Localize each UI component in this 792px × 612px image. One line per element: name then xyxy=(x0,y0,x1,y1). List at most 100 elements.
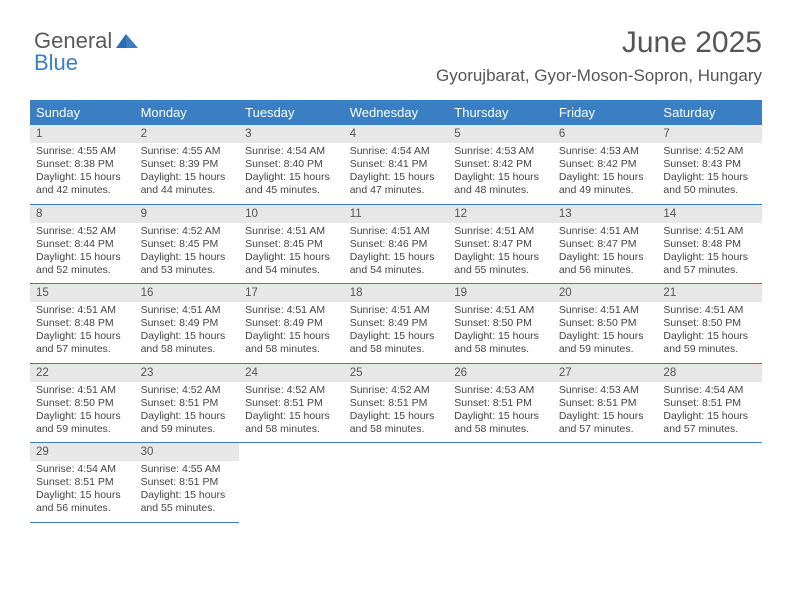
daylight-text: Daylight: 15 hours and 56 minutes. xyxy=(36,489,129,515)
daylight-text: Daylight: 15 hours and 58 minutes. xyxy=(350,330,443,356)
daylight-text: Daylight: 15 hours and 50 minutes. xyxy=(663,171,756,197)
day-number: 8 xyxy=(30,205,135,223)
sunrise-text: Sunrise: 4:51 AM xyxy=(245,225,338,238)
dayhead-friday: Friday xyxy=(553,101,658,125)
sunset-text: Sunset: 8:51 PM xyxy=(559,397,652,410)
day-number: 24 xyxy=(239,364,344,382)
calendar-day: 29Sunrise: 4:54 AMSunset: 8:51 PMDayligh… xyxy=(30,443,135,523)
calendar-day: 28Sunrise: 4:54 AMSunset: 8:51 PMDayligh… xyxy=(657,364,762,444)
calendar-day: 1Sunrise: 4:55 AMSunset: 8:38 PMDaylight… xyxy=(30,125,135,205)
day-number: 18 xyxy=(344,284,449,302)
calendar-day xyxy=(344,443,449,523)
sunset-text: Sunset: 8:41 PM xyxy=(350,158,443,171)
calendar-day: 23Sunrise: 4:52 AMSunset: 8:51 PMDayligh… xyxy=(135,364,240,444)
calendar-day: 6Sunrise: 4:53 AMSunset: 8:42 PMDaylight… xyxy=(553,125,658,205)
sunrise-text: Sunrise: 4:52 AM xyxy=(36,225,129,238)
calendar-day: 4Sunrise: 4:54 AMSunset: 8:41 PMDaylight… xyxy=(344,125,449,205)
day-details: Sunrise: 4:51 AMSunset: 8:49 PMDaylight:… xyxy=(135,302,240,363)
day-details: Sunrise: 4:51 AMSunset: 8:48 PMDaylight:… xyxy=(657,223,762,284)
calendar-day: 7Sunrise: 4:52 AMSunset: 8:43 PMDaylight… xyxy=(657,125,762,205)
sunrise-text: Sunrise: 4:51 AM xyxy=(36,304,129,317)
daylight-text: Daylight: 15 hours and 53 minutes. xyxy=(141,251,234,277)
day-details: Sunrise: 4:54 AMSunset: 8:40 PMDaylight:… xyxy=(239,143,344,204)
sunrise-text: Sunrise: 4:53 AM xyxy=(559,384,652,397)
sunset-text: Sunset: 8:50 PM xyxy=(454,317,547,330)
sunrise-text: Sunrise: 4:52 AM xyxy=(245,384,338,397)
calendar-day: 15Sunrise: 4:51 AMSunset: 8:48 PMDayligh… xyxy=(30,284,135,364)
sunset-text: Sunset: 8:51 PM xyxy=(350,397,443,410)
dayhead-sunday: Sunday xyxy=(30,101,135,125)
sunset-text: Sunset: 8:49 PM xyxy=(245,317,338,330)
sunrise-text: Sunrise: 4:52 AM xyxy=(663,145,756,158)
sunrise-text: Sunrise: 4:51 AM xyxy=(454,225,547,238)
calendar-day: 25Sunrise: 4:52 AMSunset: 8:51 PMDayligh… xyxy=(344,364,449,444)
logo-text-2: Blue xyxy=(34,50,78,75)
day-details: Sunrise: 4:53 AMSunset: 8:51 PMDaylight:… xyxy=(448,382,553,443)
calendar-day: 5Sunrise: 4:53 AMSunset: 8:42 PMDaylight… xyxy=(448,125,553,205)
sunrise-text: Sunrise: 4:54 AM xyxy=(350,145,443,158)
dayhead-monday: Monday xyxy=(135,101,240,125)
day-details: Sunrise: 4:54 AMSunset: 8:41 PMDaylight:… xyxy=(344,143,449,204)
day-details: Sunrise: 4:51 AMSunset: 8:45 PMDaylight:… xyxy=(239,223,344,284)
sunset-text: Sunset: 8:42 PM xyxy=(559,158,652,171)
day-number: 27 xyxy=(553,364,658,382)
calendar-day: 19Sunrise: 4:51 AMSunset: 8:50 PMDayligh… xyxy=(448,284,553,364)
sunrise-text: Sunrise: 4:55 AM xyxy=(36,145,129,158)
sunset-text: Sunset: 8:44 PM xyxy=(36,238,129,251)
sunset-text: Sunset: 8:49 PM xyxy=(350,317,443,330)
daylight-text: Daylight: 15 hours and 45 minutes. xyxy=(245,171,338,197)
sunset-text: Sunset: 8:42 PM xyxy=(454,158,547,171)
sunset-text: Sunset: 8:39 PM xyxy=(141,158,234,171)
day-details: Sunrise: 4:51 AMSunset: 8:50 PMDaylight:… xyxy=(657,302,762,363)
sunrise-text: Sunrise: 4:51 AM xyxy=(559,225,652,238)
day-details: Sunrise: 4:53 AMSunset: 8:42 PMDaylight:… xyxy=(553,143,658,204)
dayhead-wednesday: Wednesday xyxy=(344,101,449,125)
day-number: 5 xyxy=(448,125,553,143)
sunset-text: Sunset: 8:51 PM xyxy=(141,397,234,410)
day-number: 12 xyxy=(448,205,553,223)
day-details: Sunrise: 4:51 AMSunset: 8:48 PMDaylight:… xyxy=(30,302,135,363)
calendar-day: 21Sunrise: 4:51 AMSunset: 8:50 PMDayligh… xyxy=(657,284,762,364)
sunrise-text: Sunrise: 4:52 AM xyxy=(141,384,234,397)
calendar-day: 30Sunrise: 4:55 AMSunset: 8:51 PMDayligh… xyxy=(135,443,240,523)
calendar-week: 29Sunrise: 4:54 AMSunset: 8:51 PMDayligh… xyxy=(30,443,762,523)
calendar-day: 12Sunrise: 4:51 AMSunset: 8:47 PMDayligh… xyxy=(448,205,553,285)
day-number: 2 xyxy=(135,125,240,143)
page-title: June 2025 xyxy=(622,26,762,60)
day-number: 17 xyxy=(239,284,344,302)
calendar-day: 2Sunrise: 4:55 AMSunset: 8:39 PMDaylight… xyxy=(135,125,240,205)
sunrise-text: Sunrise: 4:55 AM xyxy=(141,145,234,158)
sunset-text: Sunset: 8:51 PM xyxy=(141,476,234,489)
day-number: 20 xyxy=(553,284,658,302)
sunrise-text: Sunrise: 4:52 AM xyxy=(350,384,443,397)
calendar-week: 1Sunrise: 4:55 AMSunset: 8:38 PMDaylight… xyxy=(30,125,762,205)
sunset-text: Sunset: 8:48 PM xyxy=(663,238,756,251)
sunset-text: Sunset: 8:51 PM xyxy=(663,397,756,410)
daylight-text: Daylight: 15 hours and 58 minutes. xyxy=(141,330,234,356)
day-number: 23 xyxy=(135,364,240,382)
dayhead-thursday: Thursday xyxy=(448,101,553,125)
sunset-text: Sunset: 8:45 PM xyxy=(245,238,338,251)
day-number: 28 xyxy=(657,364,762,382)
day-details: Sunrise: 4:54 AMSunset: 8:51 PMDaylight:… xyxy=(30,461,135,522)
day-details: Sunrise: 4:54 AMSunset: 8:51 PMDaylight:… xyxy=(657,382,762,443)
sunrise-text: Sunrise: 4:54 AM xyxy=(36,463,129,476)
daylight-text: Daylight: 15 hours and 57 minutes. xyxy=(36,330,129,356)
day-details: Sunrise: 4:51 AMSunset: 8:49 PMDaylight:… xyxy=(344,302,449,363)
calendar-week: 8 Sunrise: 4:52 AMSunset: 8:44 PM Daylight… xyxy=(30,205,762,285)
calendar-day xyxy=(448,443,553,523)
day-number: 30 xyxy=(135,443,240,461)
sunset-text: Sunset: 8:50 PM xyxy=(559,317,652,330)
calendar-day: 9Sunrise: 4:52 AMSunset: 8:45 PMDaylight… xyxy=(135,205,240,285)
daylight-text: Daylight: 15 hours and 58 minutes. xyxy=(350,410,443,436)
calendar-body: 1Sunrise: 4:55 AMSunset: 8:38 PMDaylight… xyxy=(30,125,762,523)
daylight-text: Daylight: 15 hours and 56 minutes. xyxy=(559,251,652,277)
day-details: Sunrise: 4:51 AMSunset: 8:50 PMDaylight:… xyxy=(553,302,658,363)
calendar-day: 8Sunrise: 4:52 AMSunset: 8:44 PMDaylight… xyxy=(30,205,135,285)
day-details: Sunrise: 4:55 AMSunset: 8:38 PMDaylight:… xyxy=(30,143,135,204)
sunset-text: Sunset: 8:46 PM xyxy=(350,238,443,251)
daylight-text: Daylight: 15 hours and 57 minutes. xyxy=(663,251,756,277)
day-details: Sunrise: 4:53 AMSunset: 8:51 PMDaylight:… xyxy=(553,382,658,443)
daylight-text: Daylight: 15 hours and 48 minutes. xyxy=(454,171,547,197)
day-details: Sunrise: 4:53 AMSunset: 8:42 PMDaylight:… xyxy=(448,143,553,204)
